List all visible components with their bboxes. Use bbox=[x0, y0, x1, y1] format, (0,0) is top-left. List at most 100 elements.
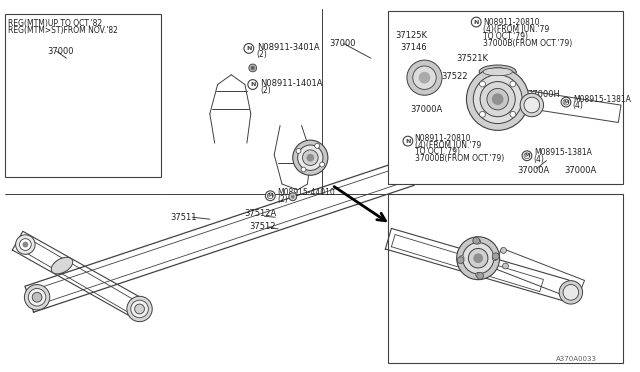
Text: A370A0033: A370A0033 bbox=[556, 356, 597, 362]
Text: 37522: 37522 bbox=[441, 72, 468, 81]
Text: REG(MTM)UP TO OCT.'82: REG(MTM)UP TO OCT.'82 bbox=[8, 19, 102, 28]
Bar bbox=[388, 11, 623, 184]
Text: 37000: 37000 bbox=[329, 39, 355, 48]
Text: N08911-20810: N08911-20810 bbox=[415, 134, 471, 143]
Circle shape bbox=[291, 195, 294, 199]
Text: 37125K: 37125K bbox=[396, 31, 428, 40]
Circle shape bbox=[522, 151, 532, 161]
Circle shape bbox=[22, 242, 28, 247]
Circle shape bbox=[476, 239, 481, 244]
Text: 37000: 37000 bbox=[47, 47, 74, 56]
Circle shape bbox=[303, 150, 318, 166]
Circle shape bbox=[19, 239, 31, 250]
Circle shape bbox=[298, 145, 323, 170]
Circle shape bbox=[559, 280, 582, 304]
Ellipse shape bbox=[479, 65, 516, 78]
Circle shape bbox=[459, 256, 464, 261]
Circle shape bbox=[520, 93, 543, 117]
Circle shape bbox=[474, 253, 483, 263]
Circle shape bbox=[315, 144, 319, 148]
Text: (2): (2) bbox=[257, 50, 268, 59]
Circle shape bbox=[500, 247, 506, 253]
Circle shape bbox=[474, 75, 522, 124]
Text: 37000A: 37000A bbox=[410, 105, 442, 114]
Circle shape bbox=[477, 272, 484, 279]
Text: (4): (4) bbox=[534, 155, 545, 164]
Ellipse shape bbox=[51, 257, 73, 274]
Circle shape bbox=[292, 140, 328, 175]
Text: 37000A: 37000A bbox=[517, 166, 550, 175]
Circle shape bbox=[127, 296, 152, 322]
Circle shape bbox=[28, 288, 46, 306]
Circle shape bbox=[487, 89, 508, 110]
Circle shape bbox=[407, 60, 442, 95]
Text: (4)(FROM JUN.'79: (4)(FROM JUN.'79 bbox=[483, 25, 549, 34]
Circle shape bbox=[24, 285, 50, 310]
Circle shape bbox=[492, 93, 504, 105]
Text: M: M bbox=[524, 153, 530, 158]
Circle shape bbox=[296, 148, 301, 153]
Text: M: M bbox=[563, 100, 569, 105]
Text: N08911-1401A: N08911-1401A bbox=[260, 79, 323, 88]
Text: TO OCT.'79): TO OCT.'79) bbox=[483, 32, 528, 41]
Circle shape bbox=[563, 285, 579, 300]
Text: 37000A: 37000A bbox=[564, 166, 596, 175]
Circle shape bbox=[289, 193, 297, 201]
Text: N08911-3401A: N08911-3401A bbox=[257, 43, 319, 52]
Text: (2): (2) bbox=[277, 195, 288, 204]
Circle shape bbox=[320, 162, 324, 167]
Circle shape bbox=[479, 111, 485, 117]
Text: M: M bbox=[268, 193, 273, 198]
Circle shape bbox=[457, 257, 464, 264]
Circle shape bbox=[413, 66, 436, 89]
Circle shape bbox=[492, 253, 499, 260]
Text: (2): (2) bbox=[260, 86, 271, 95]
Circle shape bbox=[561, 97, 571, 107]
Circle shape bbox=[510, 111, 516, 117]
Text: 37146: 37146 bbox=[400, 43, 427, 52]
Text: M08915-44010: M08915-44010 bbox=[277, 188, 335, 197]
Circle shape bbox=[467, 68, 529, 130]
Text: N: N bbox=[246, 46, 252, 51]
Circle shape bbox=[457, 237, 500, 280]
Circle shape bbox=[473, 237, 479, 244]
Text: 37512: 37512 bbox=[249, 221, 275, 231]
Circle shape bbox=[403, 136, 413, 146]
Text: M08915-1381A: M08915-1381A bbox=[573, 94, 630, 104]
Text: N: N bbox=[405, 139, 411, 144]
Text: N08911-20810: N08911-20810 bbox=[483, 17, 540, 26]
Circle shape bbox=[131, 300, 148, 318]
Circle shape bbox=[471, 17, 481, 27]
Ellipse shape bbox=[483, 68, 512, 76]
Text: 37000H: 37000H bbox=[527, 90, 560, 99]
Circle shape bbox=[307, 154, 314, 161]
Circle shape bbox=[32, 292, 42, 302]
Text: 37000B(FROM OCT.'79): 37000B(FROM OCT.'79) bbox=[415, 154, 504, 163]
Circle shape bbox=[266, 191, 275, 201]
Circle shape bbox=[248, 80, 258, 89]
Text: N: N bbox=[474, 20, 479, 25]
Circle shape bbox=[419, 72, 430, 84]
Text: 37512A: 37512A bbox=[244, 209, 276, 218]
Text: (4): (4) bbox=[573, 102, 584, 110]
Bar bbox=[388, 194, 623, 363]
Bar bbox=[5, 14, 161, 177]
Circle shape bbox=[524, 97, 540, 113]
Circle shape bbox=[476, 272, 481, 277]
Text: 37511: 37511 bbox=[171, 213, 197, 222]
Text: TO OCT.'79): TO OCT.'79) bbox=[415, 147, 460, 156]
Circle shape bbox=[468, 248, 488, 268]
Circle shape bbox=[480, 81, 515, 117]
Circle shape bbox=[251, 66, 255, 70]
Circle shape bbox=[492, 256, 497, 261]
Text: (4)(FROM JUN.'79: (4)(FROM JUN.'79 bbox=[415, 141, 481, 150]
Text: REG(MTM>ST)FROM NOV.'82: REG(MTM>ST)FROM NOV.'82 bbox=[8, 26, 118, 35]
Circle shape bbox=[15, 235, 35, 254]
Circle shape bbox=[134, 304, 145, 314]
Circle shape bbox=[301, 167, 306, 172]
Text: 37000B(FROM OCT.'79): 37000B(FROM OCT.'79) bbox=[483, 39, 572, 48]
Text: N: N bbox=[250, 82, 255, 87]
Text: M08915-1381A: M08915-1381A bbox=[534, 148, 591, 157]
Circle shape bbox=[502, 263, 508, 269]
Circle shape bbox=[244, 44, 253, 53]
